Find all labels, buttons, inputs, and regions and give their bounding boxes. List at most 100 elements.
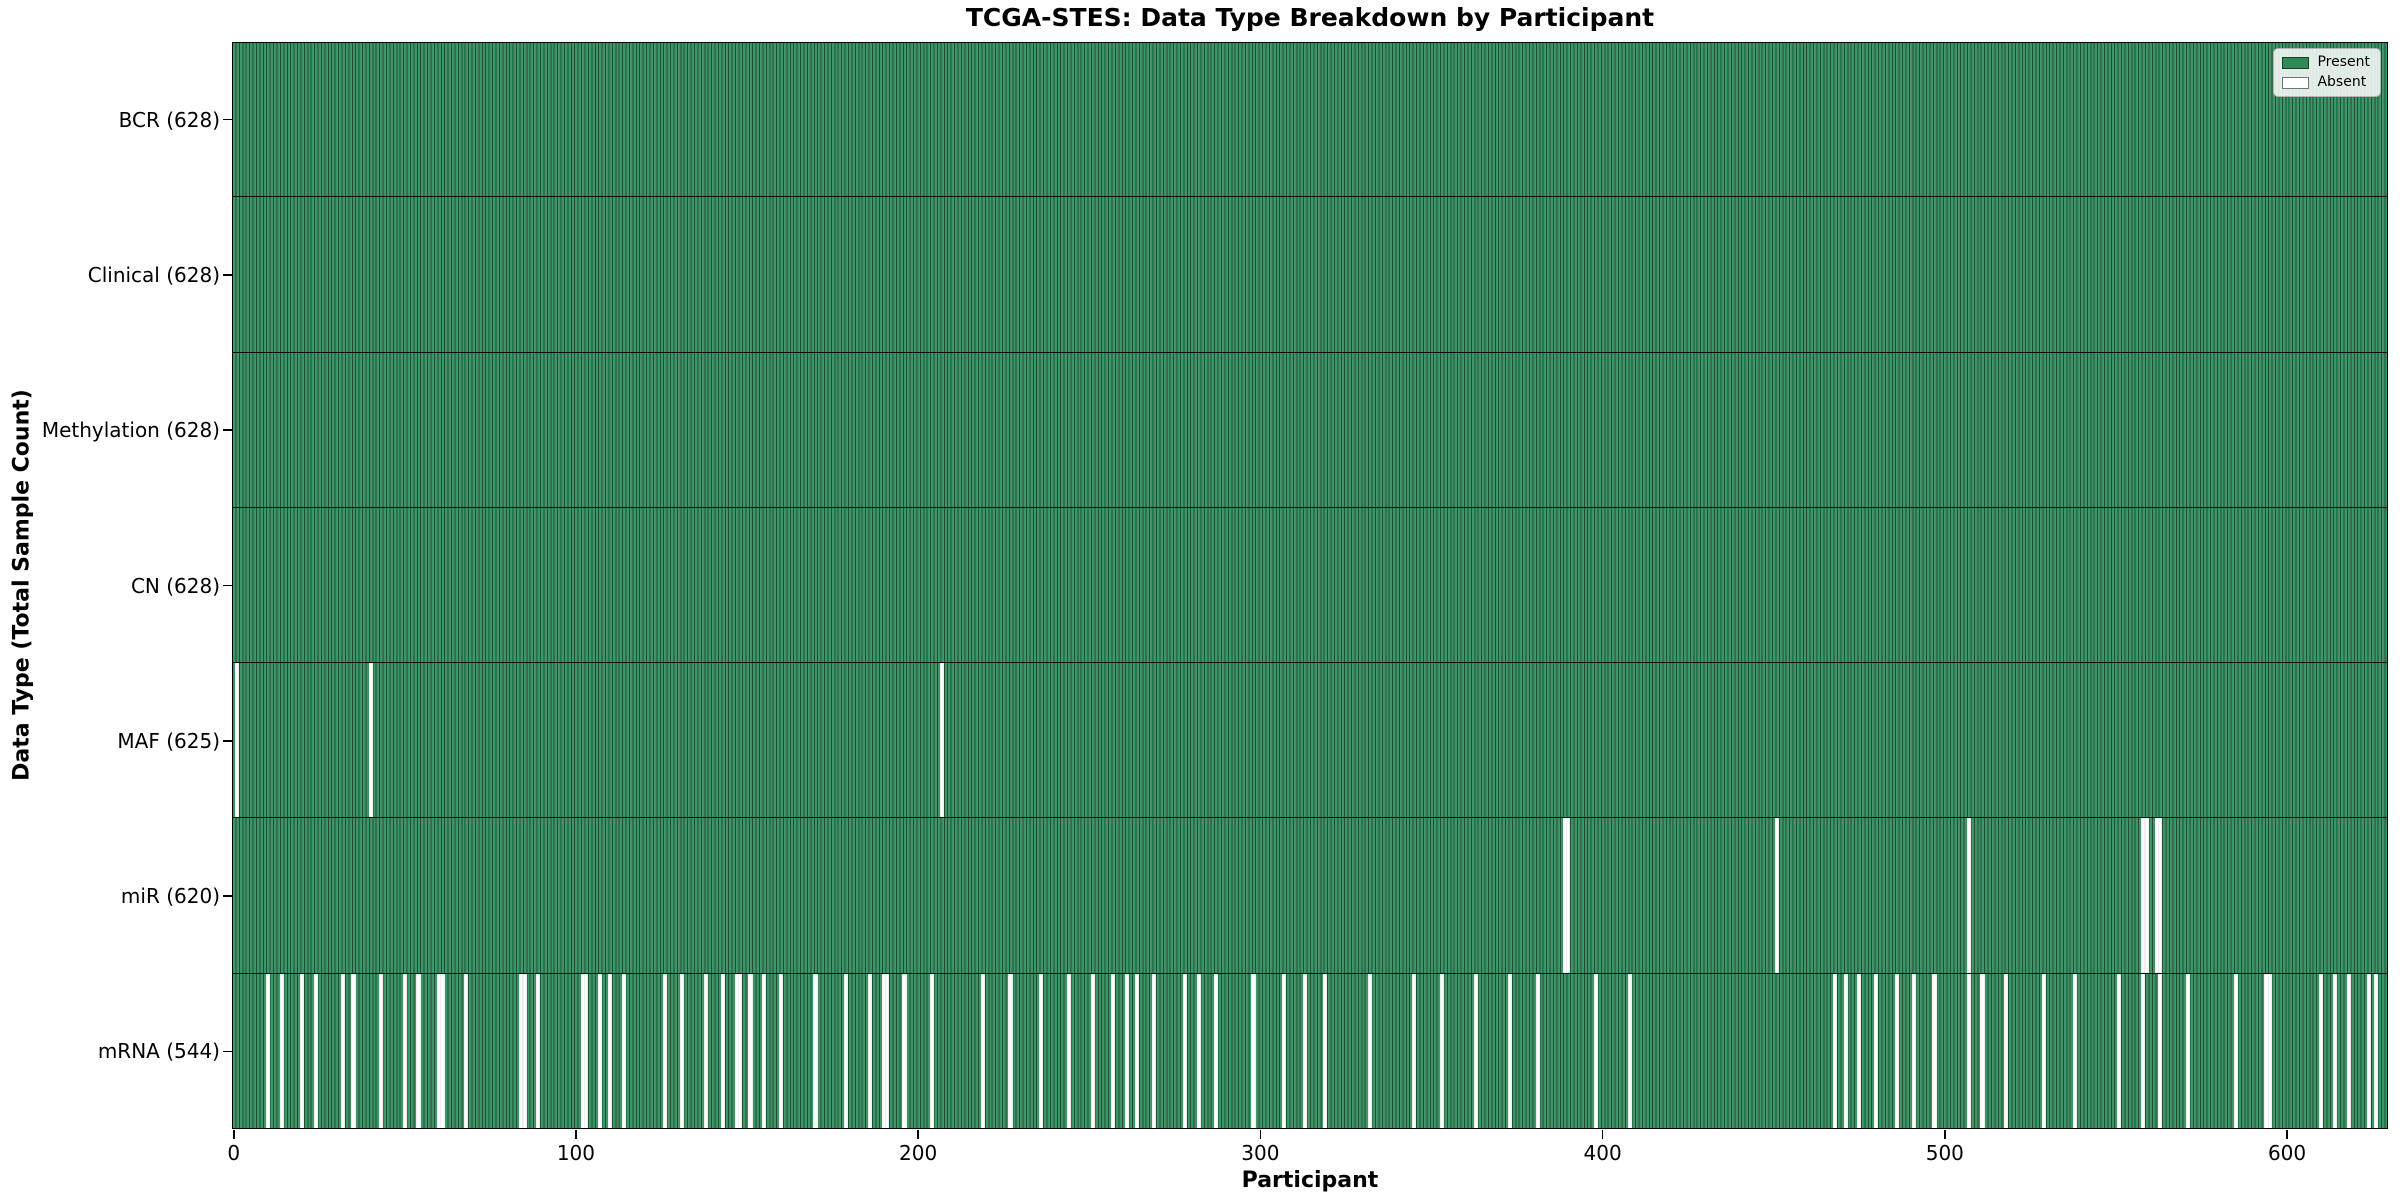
absent-mark bbox=[519, 973, 524, 1129]
absent-mark bbox=[813, 973, 818, 1129]
y-tick-mark bbox=[223, 895, 232, 897]
x-tick-mark bbox=[1259, 1130, 1262, 1139]
absent-mark bbox=[1566, 818, 1571, 973]
absent-mark bbox=[762, 973, 767, 1129]
absent-swatch-icon bbox=[2282, 76, 2310, 89]
absent-mark bbox=[1183, 973, 1188, 1129]
absent-mark bbox=[2233, 973, 2238, 1129]
absent-mark bbox=[1439, 973, 1444, 1129]
absent-mark bbox=[300, 973, 305, 1129]
absent-mark bbox=[1302, 973, 1307, 1129]
absent-mark bbox=[2141, 973, 2146, 1129]
legend-label: Absent bbox=[2317, 74, 2367, 90]
absent-mark bbox=[703, 973, 709, 1129]
data-row-miR bbox=[232, 818, 2388, 974]
absent-mark bbox=[1213, 973, 1218, 1129]
legend-item-absent: Absent bbox=[2282, 75, 2370, 90]
data-row-CN bbox=[232, 507, 2388, 664]
absent-mark bbox=[279, 973, 284, 1129]
absent-mark bbox=[1090, 973, 1095, 1129]
absent-mark bbox=[1473, 973, 1479, 1129]
absent-mark bbox=[1857, 973, 1862, 1129]
absent-mark bbox=[1135, 973, 1140, 1129]
absent-mark bbox=[2144, 818, 2149, 973]
absent-mark bbox=[536, 973, 541, 1129]
y-tick-label: miR (620) bbox=[120, 884, 220, 909]
plot-area: Present Absent bbox=[232, 42, 2388, 1129]
absent-mark bbox=[748, 973, 753, 1129]
x-tick-label: 400 bbox=[1583, 1141, 1622, 1165]
absent-mark bbox=[621, 973, 626, 1129]
absent-mark bbox=[1562, 818, 1567, 973]
data-row-Clinical bbox=[232, 197, 2388, 353]
absent-mark bbox=[580, 973, 585, 1129]
absent-mark bbox=[679, 973, 685, 1129]
y-tick-label: Methylation (628) bbox=[41, 418, 220, 443]
absent-mark bbox=[265, 973, 270, 1129]
absent-mark bbox=[2319, 973, 2324, 1129]
absent-mark bbox=[1775, 818, 1780, 973]
absent-mark bbox=[1508, 973, 1513, 1129]
y-tick-label: MAF (625) bbox=[117, 728, 220, 753]
x-tick-label: 200 bbox=[899, 1141, 938, 1165]
y-tick-mark bbox=[223, 739, 232, 742]
data-row-Methylation bbox=[232, 352, 2388, 508]
absent-mark bbox=[1874, 973, 1879, 1129]
absent-mark bbox=[440, 973, 445, 1129]
absent-mark bbox=[402, 973, 407, 1129]
absent-mark bbox=[2141, 818, 2146, 973]
y-tick-mark bbox=[223, 584, 232, 587]
absent-mark bbox=[584, 973, 589, 1129]
absent-mark bbox=[1535, 973, 1540, 1129]
x-tick-mark bbox=[917, 1130, 919, 1139]
absent-mark bbox=[1843, 973, 1848, 1129]
data-row-mRNA bbox=[232, 973, 2388, 1129]
legend-item-present: Present bbox=[2282, 55, 2370, 70]
absent-mark bbox=[2117, 973, 2122, 1129]
absent-mark bbox=[881, 973, 886, 1129]
absent-mark bbox=[2264, 973, 2269, 1129]
x-axis-label: Participant bbox=[1241, 1168, 1379, 1193]
absent-mark bbox=[1152, 973, 1157, 1129]
x-tick-mark bbox=[1944, 1130, 1946, 1139]
absent-mark bbox=[868, 973, 873, 1129]
y-tick-label: Clinical (628) bbox=[87, 262, 220, 287]
absent-mark bbox=[885, 973, 890, 1129]
absent-mark bbox=[2154, 818, 2160, 973]
absent-mark bbox=[940, 663, 945, 818]
absent-mark bbox=[2004, 973, 2009, 1129]
absent-mark bbox=[1593, 973, 1598, 1129]
absent-mark bbox=[2158, 818, 2163, 973]
absent-mark bbox=[1066, 973, 1071, 1129]
absent-mark bbox=[1980, 973, 1985, 1129]
data-row-BCR bbox=[232, 42, 2388, 198]
absent-mark bbox=[721, 973, 726, 1129]
absent-mark bbox=[1966, 973, 1971, 1129]
x-tick-label: 600 bbox=[2267, 1141, 2307, 1165]
y-tick-mark bbox=[223, 274, 232, 276]
absent-mark bbox=[1412, 973, 1417, 1129]
x-tick-mark bbox=[1601, 1130, 1604, 1139]
absent-mark bbox=[1966, 818, 1971, 973]
y-tick-label: mRNA (544) bbox=[97, 1039, 220, 1064]
absent-mark bbox=[2072, 973, 2077, 1129]
absent-mark bbox=[1833, 973, 1838, 1129]
legend: Present Absent bbox=[2273, 48, 2381, 97]
absent-mark bbox=[1911, 973, 1917, 1129]
absent-mark bbox=[235, 663, 240, 818]
absent-mark bbox=[1111, 973, 1116, 1129]
absent-mark bbox=[1039, 973, 1044, 1129]
absent-mark bbox=[1008, 973, 1013, 1129]
y-tick-label: CN (628) bbox=[130, 573, 220, 598]
absent-mark bbox=[2332, 973, 2337, 1129]
absent-mark bbox=[416, 973, 421, 1129]
absent-mark bbox=[1367, 973, 1372, 1129]
x-tick-label: 0 bbox=[227, 1141, 241, 1165]
absent-mark bbox=[2373, 973, 2379, 1129]
x-tick-mark bbox=[2286, 1130, 2288, 1139]
absent-mark bbox=[522, 973, 527, 1129]
absent-mark bbox=[662, 973, 667, 1129]
absent-mark bbox=[608, 973, 613, 1129]
absent-mark bbox=[1196, 973, 1201, 1129]
